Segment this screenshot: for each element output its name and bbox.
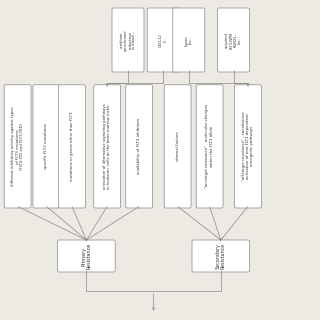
- Text: ornithine
cytochrome
reductase
in blood...: ornithine cytochrome reductase in blood.…: [120, 29, 136, 51]
- FancyBboxPatch shape: [59, 85, 85, 208]
- Text: stromal factors: stromal factors: [176, 132, 180, 161]
- Text: CXCL12
F...: CXCL12 F...: [159, 33, 167, 47]
- Text: acquired
FLT3-NPM
RUNX1,
kin...: acquired FLT3-NPM RUNX1, kin...: [225, 31, 242, 49]
- FancyBboxPatch shape: [196, 85, 223, 208]
- FancyBboxPatch shape: [33, 85, 60, 208]
- FancyBboxPatch shape: [235, 85, 261, 208]
- Text: different inhibitory activity against types
of FLT3 mutations
(FLT3-ITD and FLT3: different inhibitory activity against ty…: [11, 107, 24, 186]
- Text: Primary
Resistance: Primary Resistance: [81, 243, 92, 269]
- FancyBboxPatch shape: [173, 8, 205, 72]
- Text: specific FLT3 mutations: specific FLT3 mutations: [44, 124, 48, 169]
- FancyBboxPatch shape: [94, 85, 121, 208]
- FancyBboxPatch shape: [58, 240, 115, 272]
- FancyBboxPatch shape: [126, 85, 153, 208]
- Text: "on-target resistance" - molecular changes
within the FLT3 allele: "on-target resistance" - molecular chang…: [205, 104, 214, 188]
- FancyBboxPatch shape: [147, 8, 179, 72]
- FancyBboxPatch shape: [164, 85, 191, 208]
- Text: hyper-
leu...: hyper- leu...: [185, 34, 193, 46]
- Text: "off-target resistance" - constitutive
activation of non-FLT3-dependent
oncogeni: "off-target resistance" - constitutive a…: [242, 112, 254, 181]
- Text: activation of alternative signaling pathways
in leukemic cells or the bone marro: activation of alternative signaling path…: [103, 104, 111, 189]
- FancyBboxPatch shape: [4, 85, 31, 208]
- Text: mutations in genes other than FLT3: mutations in genes other than FLT3: [70, 112, 74, 181]
- Text: availability of FLT3 inhibitors: availability of FLT3 inhibitors: [137, 118, 141, 174]
- FancyBboxPatch shape: [192, 240, 250, 272]
- Text: Secondary
Resistance: Secondary Resistance: [216, 243, 226, 269]
- FancyBboxPatch shape: [218, 8, 250, 72]
- FancyBboxPatch shape: [112, 8, 144, 72]
